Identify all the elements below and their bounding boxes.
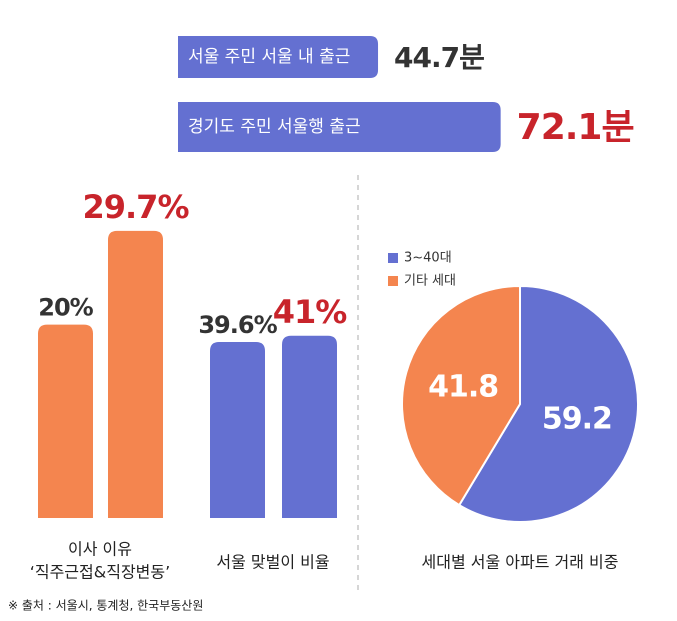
value-label: 29.7% (82, 188, 189, 226)
bar (178, 36, 379, 78)
value-label: 44.7분 (394, 41, 484, 74)
legend-swatch (388, 276, 398, 286)
bar (282, 335, 337, 518)
bar-label: 서울 주민 서울 내 출근 (188, 47, 350, 67)
legend-swatch (388, 253, 398, 263)
bar-label: 경기도 주민 서울행 출근 (188, 117, 361, 137)
value-label: 39.6% (198, 311, 277, 339)
legend-label: 기타 세대 (404, 274, 456, 289)
value-label: 20% (38, 294, 93, 322)
legend-label: 3~40대 (404, 251, 452, 266)
chart-title: 이사 이유 (68, 540, 132, 559)
value-label: 41% (273, 293, 348, 331)
pie-slice (401, 284, 521, 507)
bar (178, 102, 501, 152)
footnote: ※ 출처 : 서울시, 통계청, 한국부동산원 (8, 599, 203, 613)
bar (210, 342, 265, 518)
bar (108, 230, 163, 518)
chart-title: ‘직주근접&직장변동’ (30, 563, 170, 582)
chart-title: 서울 맞벌이 비율 (216, 553, 329, 572)
chart-title: 세대별 서울 아파트 거래 비중 (422, 553, 619, 572)
pie-slice (457, 284, 639, 523)
value-label: 72.1분 (517, 107, 634, 148)
slice-label: 41.8 (428, 370, 498, 405)
bar (38, 324, 93, 518)
slice-label: 59.2 (542, 401, 612, 436)
